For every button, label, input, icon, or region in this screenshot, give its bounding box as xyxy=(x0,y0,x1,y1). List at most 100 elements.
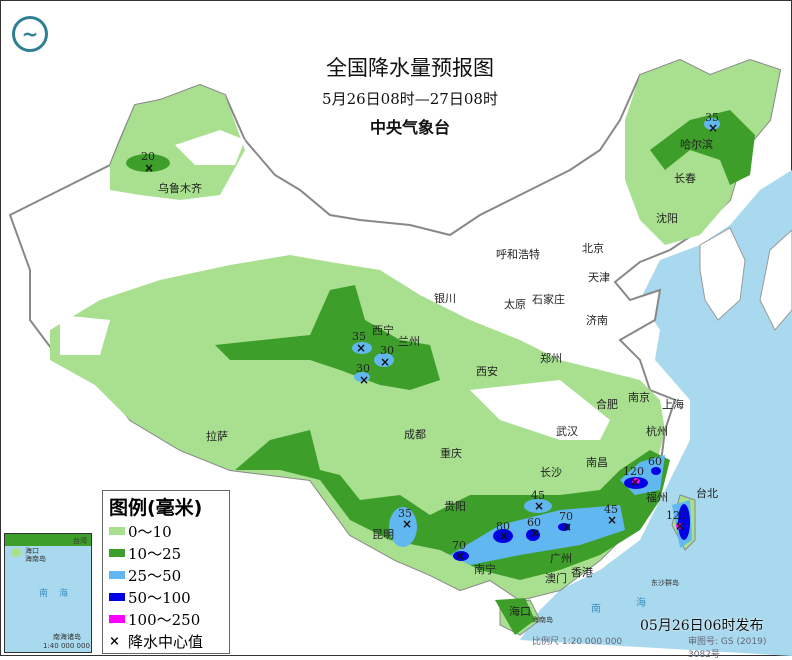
precipitation-centers: 20× 35× 35× 30× 30× 35× 70× 80× 60× 70× … xyxy=(141,111,719,563)
svg-text:×: × xyxy=(455,549,465,563)
rain-50-100-areas xyxy=(453,467,690,561)
city-label: 长沙 xyxy=(540,466,562,479)
center-marker: 35× xyxy=(705,111,719,135)
svg-text:×: × xyxy=(402,517,412,531)
city-label: 哈尔滨 xyxy=(680,137,713,151)
legend-swatch xyxy=(109,593,125,601)
center-marker: 30× xyxy=(380,344,394,369)
center-marker: 60 xyxy=(648,455,662,468)
center-marker: 70× xyxy=(452,539,466,563)
inset-scale: 1:40 000 000 xyxy=(43,642,90,650)
svg-text:×: × xyxy=(380,355,390,369)
svg-text:×: × xyxy=(359,373,369,387)
center-marker: 80× xyxy=(496,520,510,543)
korea-peninsula xyxy=(699,227,746,321)
city-labels: 乌鲁木齐 哈尔滨 长春 沈阳 北京 天津 呼和浩特 石家庄 太原 银川 西宁 兰… xyxy=(158,137,718,618)
svg-text:35: 35 xyxy=(705,111,719,124)
center-marker: 120× xyxy=(666,509,687,533)
svg-text:×: × xyxy=(499,529,509,543)
city-label: 广州 xyxy=(550,552,572,565)
center-marker: 30× xyxy=(356,362,370,387)
issuer: 中央气象台 xyxy=(369,118,450,137)
svg-text:45: 45 xyxy=(604,503,618,516)
svg-text:20: 20 xyxy=(141,150,155,163)
cma-logo: ~ xyxy=(12,16,48,52)
legend-swatch xyxy=(109,549,125,557)
svg-text:70: 70 xyxy=(452,539,466,552)
city-label: 北京 xyxy=(582,241,604,255)
center-marker: 35× xyxy=(352,330,366,355)
sea-label: 南 xyxy=(591,602,601,615)
svg-text:×: × xyxy=(607,513,617,527)
inset-label: 台湾 xyxy=(73,537,87,545)
city-label: 澳门 xyxy=(545,571,567,585)
city-label: 呼和浩特 xyxy=(496,247,540,261)
svg-text:×: × xyxy=(562,520,572,534)
city-label: 沈阳 xyxy=(656,211,678,225)
svg-text:80: 80 xyxy=(496,520,510,533)
inset-label: 南 xyxy=(39,589,49,599)
dry-areas xyxy=(60,130,610,440)
island-label: 海南岛 xyxy=(532,615,553,624)
city-label: 昆明 xyxy=(372,528,394,541)
legend-swatch xyxy=(109,571,125,579)
city-label: 海口 xyxy=(509,604,531,618)
svg-text:30: 30 xyxy=(380,344,394,357)
city-label: 西安 xyxy=(476,364,498,378)
issue-time: 05月26日06时发布 xyxy=(640,618,764,634)
city-label: 香港 xyxy=(571,566,593,579)
city-label: 拉萨 xyxy=(206,429,228,443)
city-label: 杭州 xyxy=(646,424,668,438)
city-label: 石家庄 xyxy=(532,292,565,306)
city-label: 郑州 xyxy=(540,351,562,365)
center-marker: 20× xyxy=(141,150,155,175)
svg-text:120: 120 xyxy=(623,465,644,478)
city-label: 兰州 xyxy=(398,335,420,348)
legend-item: 50～100 xyxy=(103,586,229,608)
city-label: 南宁 xyxy=(474,562,496,576)
japan xyxy=(759,229,792,331)
city-label: 南京 xyxy=(628,390,650,404)
svg-text:×: × xyxy=(630,475,640,489)
city-label: 合肥 xyxy=(596,397,618,411)
legend-item: 25～50 xyxy=(103,564,229,586)
city-label: 上海 xyxy=(662,397,684,411)
city-label: 重庆 xyxy=(440,446,462,460)
svg-text:×: × xyxy=(530,526,540,540)
center-marker: 35× xyxy=(398,507,412,531)
legend-swatch xyxy=(109,527,125,535)
legend-swatch xyxy=(109,615,125,623)
city-label: 乌鲁木齐 xyxy=(158,181,202,195)
center-symbol-icon: × xyxy=(109,633,120,649)
svg-text:60: 60 xyxy=(648,455,662,468)
center-marker: 60× xyxy=(527,516,541,540)
legend-item: × 降水中心值 xyxy=(109,632,204,651)
svg-text:120: 120 xyxy=(666,509,687,522)
island-label: 东沙群岛 xyxy=(651,578,679,587)
center-marker: 45× xyxy=(604,503,618,527)
city-label: 西宁 xyxy=(372,323,394,337)
inset-label: 海口 xyxy=(25,547,39,555)
city-label: 长春 xyxy=(674,172,696,185)
svg-text:70: 70 xyxy=(559,510,573,523)
legend: 图例(毫米) 0～10 10～25 25～50 50～100 100～250 ×… xyxy=(102,490,230,654)
svg-text:35: 35 xyxy=(352,330,366,343)
center-marker: 120× xyxy=(623,465,644,489)
city-label: 贵阳 xyxy=(444,500,466,513)
legend-item: 100～250 xyxy=(103,608,229,630)
city-label: 太原 xyxy=(504,298,526,311)
city-label: 银川 xyxy=(434,291,456,305)
rain-100-250-areas xyxy=(632,478,682,529)
city-label: 济南 xyxy=(586,313,608,327)
center-marker: 45× xyxy=(531,489,545,513)
city-label: 福州 xyxy=(646,490,668,504)
city-label: 南昌 xyxy=(586,456,608,469)
city-label: 台北 xyxy=(696,486,718,500)
inset-label: 海南岛 xyxy=(25,555,46,563)
svg-text:×: × xyxy=(675,519,685,533)
svg-text:×: × xyxy=(708,121,718,135)
city-label: 武汉 xyxy=(556,425,578,438)
city-label: 成都 xyxy=(404,428,426,441)
legend-item: 0～10 xyxy=(103,520,229,542)
